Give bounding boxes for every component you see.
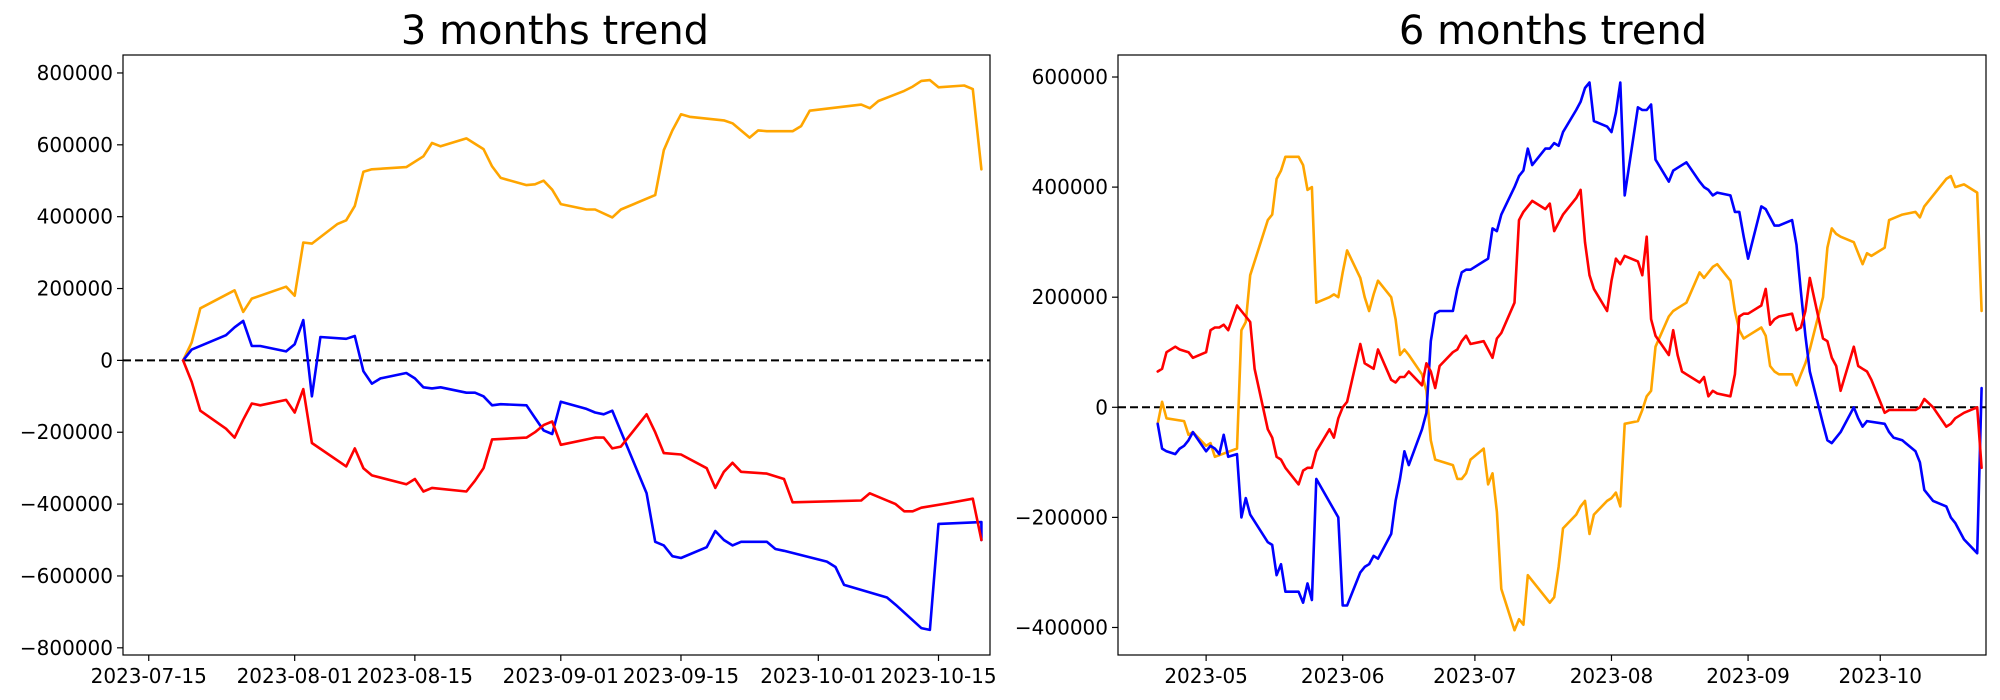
x-tick-label: 2023-05 xyxy=(1164,664,1248,688)
chart-6-months-trend: 6 months trend −400000 −200000 0 200000 4000… xyxy=(1015,8,1987,688)
series-line-0 xyxy=(181,78,983,362)
y-tick-label: −400000 xyxy=(1015,615,1108,639)
x-tick-label: 2023-10-15 xyxy=(880,664,996,688)
x-tick-label: 2023-10 xyxy=(1838,664,1922,688)
y-tick-label: 200000 xyxy=(1032,285,1108,309)
x-tick-label: 2023-06 xyxy=(1301,664,1385,688)
y-tick-label: −400000 xyxy=(20,492,113,516)
chart-3-months-trend: 3 months trend −800000 −600000 −400000 −200… xyxy=(20,8,997,688)
x-tick-label: 2023-09-15 xyxy=(623,664,739,688)
chart-title: 6 months trend xyxy=(1399,8,1707,54)
x-tick-label: 2023-07-15 xyxy=(91,664,207,688)
plot-frame xyxy=(1117,54,1987,656)
y-tick-label: −200000 xyxy=(20,420,113,444)
y-tick-label: −200000 xyxy=(1015,505,1108,529)
y-tick-label: 0 xyxy=(100,348,113,372)
x-tick-label: 2023-08-01 xyxy=(237,664,353,688)
y-tick-label: 800000 xyxy=(37,61,113,85)
y-tick-label: −600000 xyxy=(20,564,113,588)
series-line-0 xyxy=(1156,155,1983,632)
x-tick-label: 2023-07 xyxy=(1433,664,1517,688)
y-tick-label: 600000 xyxy=(37,133,113,157)
x-tick-label: 2023-08 xyxy=(1570,664,1654,688)
series-line-2 xyxy=(1156,188,1983,486)
series-line-1 xyxy=(181,318,983,632)
y-tick-label: 200000 xyxy=(37,277,113,301)
y-tick-label: 600000 xyxy=(1032,65,1108,89)
y-tick-label: 0 xyxy=(1095,395,1108,419)
series-line-2 xyxy=(181,359,983,542)
x-tick-label: 2023-08-15 xyxy=(357,664,473,688)
y-tick-label: 400000 xyxy=(37,205,113,229)
x-tick-label: 2023-09-01 xyxy=(503,664,619,688)
x-tick-label: 2023-09 xyxy=(1706,664,1790,688)
chart-title: 3 months trend xyxy=(401,8,709,54)
series-line-1 xyxy=(1156,81,1983,607)
x-tick-label: 2023-10-01 xyxy=(760,664,876,688)
y-tick-label: −800000 xyxy=(20,636,113,660)
plot-frame xyxy=(122,54,991,656)
y-tick-label: 400000 xyxy=(1032,175,1108,199)
